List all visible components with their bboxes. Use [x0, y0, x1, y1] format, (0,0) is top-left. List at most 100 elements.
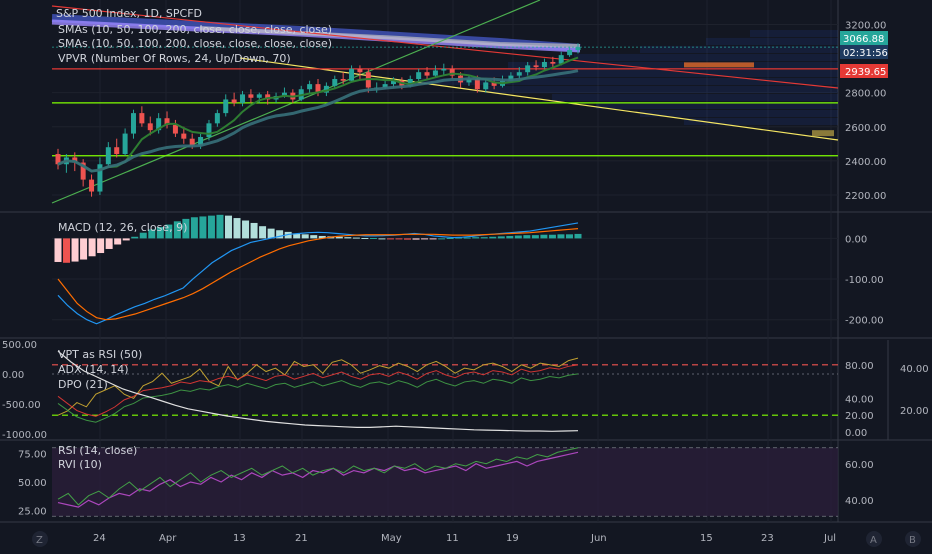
candle-body: [97, 164, 103, 192]
macd-histogram-bar: [190, 217, 198, 239]
macd-histogram-bar: [531, 235, 539, 239]
candle-body: [390, 80, 396, 85]
candle-body: [256, 94, 262, 98]
vpt-label[interactable]: VPT as RSI (50): [58, 348, 142, 361]
vpvr-bar: [640, 46, 838, 53]
candle-body: [315, 84, 321, 93]
candle-body: [231, 99, 237, 103]
macd-histogram-bar: [412, 238, 420, 240]
x-tick-label: Jun: [590, 533, 607, 544]
price-tick-label: 2200.00: [845, 191, 886, 202]
settings-icon[interactable]: B: [905, 531, 921, 547]
macd-histogram-bar: [224, 215, 232, 239]
macd-histogram-bar: [267, 228, 275, 239]
vpvr-bar: [640, 110, 838, 117]
candle-body: [432, 70, 438, 76]
candle-body: [80, 162, 86, 180]
vpvr-bar: [574, 54, 838, 61]
adx-line: [57, 364, 579, 417]
vpt-adx-dpo-pane[interactable]: [52, 350, 838, 432]
candle-body: [130, 113, 136, 134]
macd-histogram-bar: [514, 235, 522, 239]
macd-histogram-bar: [446, 237, 454, 239]
candle-body: [349, 68, 355, 81]
indicator-sma-1[interactable]: SMAs (10, 50, 100, 200, close, close, cl…: [58, 23, 332, 36]
svg-text:B: B: [909, 535, 916, 546]
price-tick-label: 2600.00: [845, 123, 886, 134]
candle-body: [541, 61, 547, 68]
timezone-icon[interactable]: Z: [32, 531, 48, 547]
vpt-rsi-line: [57, 357, 579, 416]
candle-body: [139, 113, 145, 124]
green-trend-line: [51, 0, 541, 204]
rsi-label[interactable]: RSI (14, close): [58, 444, 137, 457]
candle-body: [206, 123, 212, 137]
macd-histogram-bar: [301, 234, 309, 239]
price-pane[interactable]: [51, 0, 839, 204]
x-tick-label: May: [381, 533, 402, 544]
vpvr-bar: [508, 62, 838, 69]
macd-histogram-bar: [207, 215, 215, 239]
indicator-vpvr[interactable]: VPVR (Number Of Rows, 24, Up/Down, 70): [58, 52, 291, 65]
level-price-badge: 2939.65: [840, 64, 888, 78]
rsi-rvi-pane[interactable]: [52, 447, 838, 517]
x-tick-label: 13: [233, 533, 246, 544]
macd-histogram-bar: [455, 237, 463, 239]
macd-tick-label: -100.00: [845, 275, 884, 286]
vpvr-bar: [706, 38, 838, 45]
indicator-sma-2[interactable]: SMAs (10, 50, 100, 200, close, close, cl…: [58, 37, 332, 50]
candle-body: [240, 94, 246, 103]
macd-histogram-bar: [386, 238, 394, 240]
candle-body: [105, 147, 111, 165]
macd-histogram-bar: [148, 229, 156, 239]
macd-histogram-bar: [318, 235, 326, 239]
candle-body: [223, 99, 229, 114]
rsi-band: [52, 447, 838, 517]
candle-body: [474, 79, 480, 90]
candle-body: [248, 94, 254, 98]
price-tick-label: 2800.00: [845, 89, 886, 100]
vpt-right-tick-label: 20.00: [845, 411, 874, 422]
x-tick-label: 23: [761, 533, 774, 544]
candle-body: [407, 79, 413, 86]
vpt-right-tick-label: 80.00: [845, 361, 874, 372]
x-tick-label: 11: [446, 533, 459, 544]
macd-histogram-bar: [165, 224, 173, 239]
svg-text:Z: Z: [36, 535, 43, 546]
candle-body: [55, 154, 61, 165]
adx-label[interactable]: ADX (14, 14): [58, 363, 129, 376]
axes: 24 Apr 13 21 May 11 19 Jun 15 23 Jul 3200.00 2800.00…: [2, 20, 929, 544]
candle-body: [550, 61, 556, 64]
macd-histogram-bar: [97, 238, 105, 254]
vpvr-bar: [420, 78, 838, 85]
adx-outer-tick-label: 20.00: [900, 406, 929, 417]
candle-body: [265, 94, 271, 100]
macd-label[interactable]: MACD (12, 26, close, 9): [58, 221, 187, 234]
candle-body: [89, 179, 95, 192]
dpo-label[interactable]: DPO (21): [58, 378, 108, 391]
macd-histogram-bar: [173, 221, 181, 239]
rvi-label[interactable]: RVI (10): [58, 458, 102, 471]
macd-histogram-bar: [395, 238, 403, 240]
auto-scale-icon[interactable]: A: [866, 531, 882, 547]
macd-histogram-bar: [105, 238, 113, 249]
candle-body: [533, 65, 539, 68]
candle-body: [189, 138, 195, 146]
vpt-left-tick-label: 500.00: [2, 340, 37, 351]
candle-body: [424, 72, 430, 76]
vpt-right-tick-label: 40.00: [845, 394, 874, 405]
vpvr-block: [684, 62, 754, 68]
vpvr-bar: [486, 86, 838, 93]
sma-50-line: [57, 69, 579, 173]
rsi-left-tick-label: 50.00: [18, 478, 47, 489]
macd-pane[interactable]: [54, 214, 582, 325]
macd-histogram-bar: [489, 236, 497, 239]
vpt-left-tick-label: -1000.00: [2, 430, 47, 441]
candle-body: [516, 72, 522, 76]
x-tick-label: Apr: [159, 533, 177, 544]
macd-histogram-bar: [369, 237, 377, 239]
macd-histogram-bar: [88, 238, 96, 257]
x-tick-label: Jul: [823, 533, 836, 544]
